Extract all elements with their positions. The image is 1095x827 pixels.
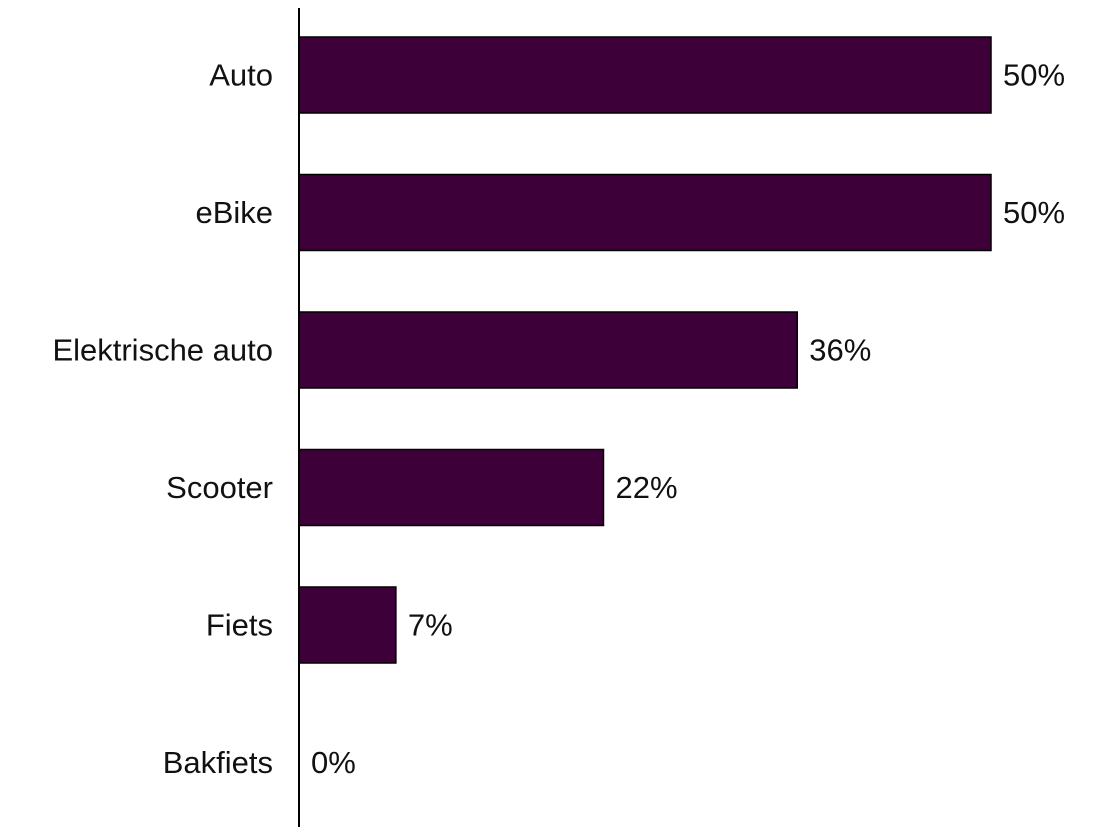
category-label-auto: Auto [209,58,273,93]
category-label-elektrische-auto: Elektrische auto [52,333,273,368]
value-labels: 50% 50% 36% 22% 7% 0% [311,58,1065,781]
bar-auto [298,36,992,114]
category-label-ebike: eBike [195,195,273,230]
bar-scooter [298,448,605,527]
value-label-auto: 50% [1003,58,1065,93]
category-label-scooter: Scooter [166,470,273,505]
category-label-fiets: Fiets [206,608,273,643]
value-label-ebike: 50% [1003,195,1065,230]
value-label-elektrische-auto: 36% [809,333,871,368]
bar-ebike [298,173,992,252]
bars-layer [298,36,992,664]
category-labels: Auto eBike Elektrische auto Scooter Fiets Bak… [52,58,273,781]
value-label-bakfiets: 0% [311,745,356,780]
value-label-fiets: 7% [408,608,453,643]
category-label-bakfiets: Bakfiets [163,745,273,780]
value-label-scooter: 22% [615,470,677,505]
bar-fiets [298,586,397,664]
bar-elektrische-auto [298,311,798,389]
